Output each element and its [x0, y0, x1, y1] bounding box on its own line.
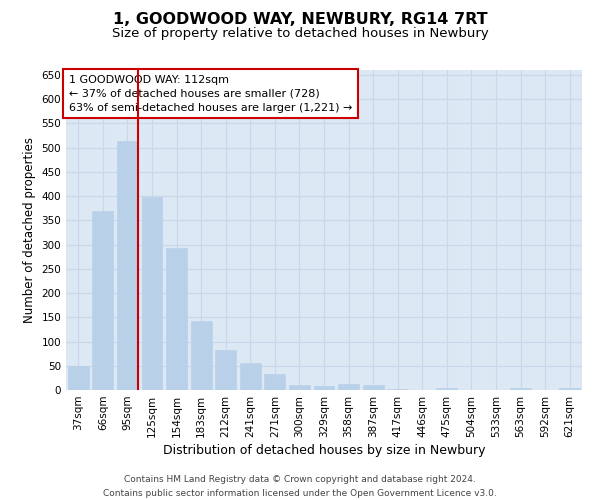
Bar: [68, 366, 89, 390]
Bar: [338, 384, 359, 390]
Text: 1, GOODWOOD WAY, NEWBURY, RG14 7RT: 1, GOODWOOD WAY, NEWBURY, RG14 7RT: [113, 12, 487, 28]
Bar: [92, 210, 113, 390]
Bar: [510, 388, 531, 390]
X-axis label: Distribution of detached houses by size in Newbury: Distribution of detached houses by size …: [163, 444, 485, 457]
Bar: [436, 388, 457, 390]
Bar: [314, 386, 334, 390]
Bar: [215, 350, 236, 390]
Bar: [559, 388, 580, 390]
Bar: [191, 320, 212, 390]
Bar: [166, 248, 187, 390]
Bar: [240, 364, 261, 390]
Y-axis label: Number of detached properties: Number of detached properties: [23, 137, 36, 323]
Bar: [289, 385, 310, 390]
Text: 1 GOODWOOD WAY: 112sqm
← 37% of detached houses are smaller (728)
63% of semi-de: 1 GOODWOOD WAY: 112sqm ← 37% of detached…: [68, 75, 352, 113]
Bar: [142, 197, 163, 390]
Text: Contains HM Land Registry data © Crown copyright and database right 2024.
Contai: Contains HM Land Registry data © Crown c…: [103, 476, 497, 498]
Bar: [265, 374, 286, 390]
Bar: [387, 389, 408, 390]
Bar: [117, 142, 138, 390]
Text: Size of property relative to detached houses in Newbury: Size of property relative to detached ho…: [112, 28, 488, 40]
Bar: [362, 385, 383, 390]
